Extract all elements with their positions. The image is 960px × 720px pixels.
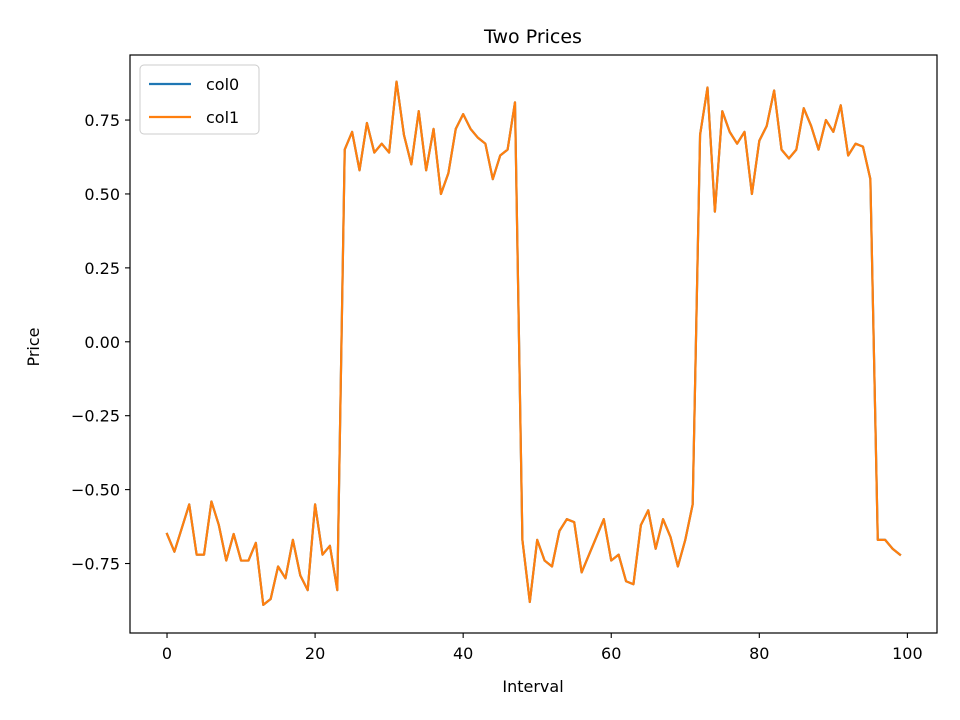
y-tick-label: −0.50 xyxy=(71,481,120,500)
x-tick-label: 100 xyxy=(892,644,923,663)
x-tick-label: 60 xyxy=(601,644,621,663)
legend-label-col1: col1 xyxy=(206,108,239,127)
series-line-col1 xyxy=(165,80,902,607)
legend: col0 col1 xyxy=(139,64,260,135)
plot-frame xyxy=(129,54,938,634)
x-axis-title: Interval xyxy=(502,677,563,696)
y-tick-label: −0.75 xyxy=(71,555,120,574)
y-tick-label: 0.00 xyxy=(84,333,120,352)
x-tick-label: 40 xyxy=(453,644,473,663)
y-tick-label: −0.25 xyxy=(71,407,120,426)
plot-area xyxy=(165,80,902,607)
x-tick-label: 20 xyxy=(305,644,325,663)
x-tick-label: 80 xyxy=(749,644,769,663)
y-tick-label: 0.25 xyxy=(84,259,120,278)
legend-box xyxy=(139,64,260,135)
y-axis-title: Price xyxy=(24,327,43,366)
y-axis-ticks: −0.75 −0.50 −0.25 0.00 0.25 0.50 0.75 xyxy=(71,111,130,574)
y-tick-label: 0.75 xyxy=(84,111,120,130)
y-tick-label: 0.50 xyxy=(84,185,120,204)
x-axis-ticks: 0 20 40 60 80 100 xyxy=(162,633,923,663)
x-tick-label: 0 xyxy=(162,644,172,663)
chart-title: Two Prices xyxy=(483,26,582,48)
legend-label-col0: col0 xyxy=(206,75,239,94)
